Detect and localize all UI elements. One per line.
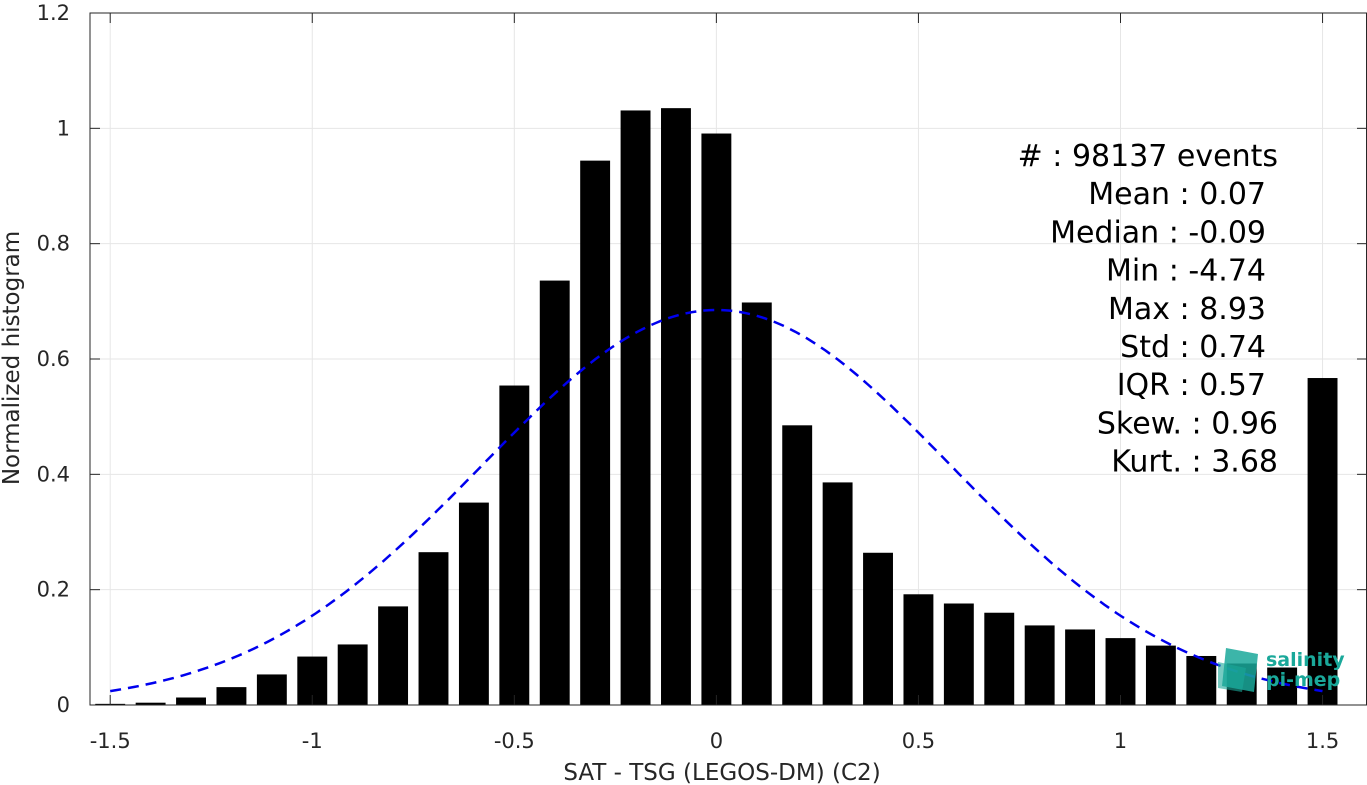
y-tick-label-3: 0.6: [37, 347, 70, 371]
x-tick-label-4: 0.5: [902, 729, 935, 753]
stat-line-4: Max : 8.93: [1108, 292, 1266, 327]
bar-12: [580, 160, 611, 706]
bar-17: [782, 425, 813, 705]
bar-7: [378, 606, 409, 705]
logo-line-1: salinity: [1266, 649, 1345, 671]
bar-25: [1105, 638, 1136, 705]
gaussian-fit-curve: [109, 308, 1323, 693]
stat-line-8: Kurt. : 3.68: [1111, 445, 1278, 480]
logo-cube-face-icon: [1218, 662, 1246, 692]
histogram-bars: [95, 108, 1338, 706]
bar-16: [741, 302, 772, 705]
salinity-pimep-logo: salinity pi-mep: [1218, 648, 1345, 692]
stat-line-0: # : 98137 events: [1018, 139, 1278, 174]
x-axis-label: SAT - TSG (LEGOS-DM) (C2): [563, 760, 880, 785]
stat-line-2: Median : -0.09: [1050, 215, 1266, 250]
stat-line-6: IQR : 0.57: [1117, 368, 1266, 403]
bar-13: [620, 110, 651, 705]
bar-22: [984, 612, 1015, 705]
bar-15: [701, 133, 732, 706]
x-tick-label-0: -1.5: [90, 729, 131, 753]
bar-26: [1145, 645, 1176, 705]
bar-19: [863, 552, 893, 705]
bar-6: [337, 644, 368, 705]
stat-line-3: Min : -4.74: [1106, 254, 1266, 289]
y-tick-label-4: 0.8: [37, 232, 70, 256]
bar-2: [176, 697, 206, 705]
bar-4: [256, 674, 287, 705]
bar-1: [135, 702, 166, 705]
bar-23: [1024, 625, 1055, 705]
x-tick-label-2: -0.5: [494, 729, 535, 753]
bar-21: [943, 603, 974, 705]
stat-line-5: Std : 0.74: [1120, 330, 1266, 365]
logo-line-2: pi-mep: [1266, 669, 1340, 691]
y-tick-label-0: 0: [57, 693, 70, 717]
x-tick-label-3: 0: [710, 729, 723, 753]
stat-line-1: Mean : 0.07: [1088, 177, 1266, 212]
x-tick-label-6: 1.5: [1306, 729, 1339, 753]
bar-29: [1267, 667, 1298, 705]
bar-3: [216, 687, 247, 705]
x-tick-labels: -1.5 -1 -0.5 0 0.5 1 1.5: [90, 729, 1340, 753]
axis-ticks: [90, 12, 1367, 706]
bar-24: [1065, 629, 1096, 705]
bar-10: [499, 385, 530, 705]
y-axis-label: Normalized histogram: [0, 231, 25, 485]
stat-line-7: Skew. : 0.96: [1097, 406, 1278, 441]
y-tick-label-6: 1.2: [37, 1, 70, 25]
x-tick-label-1: -1: [302, 729, 323, 753]
bar-18: [822, 482, 853, 705]
bar-30: [1307, 378, 1338, 705]
bar-11: [539, 280, 570, 705]
y-tick-label-2: 0.4: [37, 462, 70, 486]
bar-8: [418, 552, 449, 705]
bar-20: [903, 594, 934, 705]
y-tick-label-1: 0.2: [37, 578, 70, 602]
y-tick-label-5: 1: [57, 116, 70, 140]
bar-14: [661, 108, 691, 705]
bar-27: [1186, 655, 1217, 705]
x-tick-label-5: 1: [1114, 729, 1127, 753]
y-tick-labels: 0 0.2 0.4 0.6 0.8 1 1.2: [37, 1, 70, 717]
bar-9: [458, 502, 489, 705]
